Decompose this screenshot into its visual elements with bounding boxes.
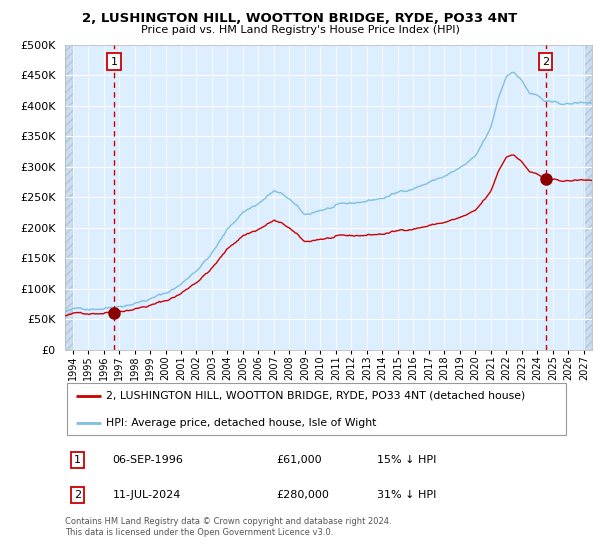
Bar [65,45,73,350]
Text: 2: 2 [74,490,81,500]
Text: 2, LUSHINGTON HILL, WOOTTON BRIDGE, RYDE, PO33 4NT (detached house): 2, LUSHINGTON HILL, WOOTTON BRIDGE, RYDE… [106,391,526,401]
Text: HPI: Average price, detached house, Isle of Wight: HPI: Average price, detached house, Isle… [106,418,377,428]
Text: £280,000: £280,000 [277,490,329,500]
Bar [584,45,592,350]
Bar [584,45,592,350]
Text: 06-SEP-1996: 06-SEP-1996 [113,455,184,465]
Bar [65,45,73,350]
Text: £61,000: £61,000 [277,455,322,465]
Text: 1: 1 [110,57,118,67]
Text: 2: 2 [542,57,549,67]
Text: Price paid vs. HM Land Registry's House Price Index (HPI): Price paid vs. HM Land Registry's House … [140,25,460,35]
Text: 11-JUL-2024: 11-JUL-2024 [113,490,181,500]
Text: 2, LUSHINGTON HILL, WOOTTON BRIDGE, RYDE, PO33 4NT: 2, LUSHINGTON HILL, WOOTTON BRIDGE, RYDE… [82,12,518,25]
FancyBboxPatch shape [67,383,566,435]
Text: 31% ↓ HPI: 31% ↓ HPI [377,490,437,500]
Text: 1: 1 [74,455,81,465]
Text: 15% ↓ HPI: 15% ↓ HPI [377,455,437,465]
Text: Contains HM Land Registry data © Crown copyright and database right 2024.
This d: Contains HM Land Registry data © Crown c… [65,517,391,537]
